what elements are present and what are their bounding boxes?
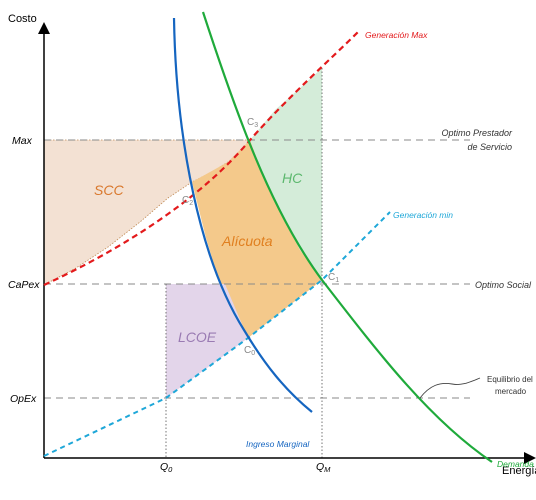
- qm-tick-label: QM: [316, 461, 331, 474]
- alicuota-label: Alícuota: [221, 233, 273, 249]
- opex-tick-label: OpEx: [10, 393, 37, 405]
- ingreso-marginal-label: Ingreso Marginal: [246, 439, 310, 449]
- generacion-max-label: Generación Max: [365, 30, 428, 40]
- capex-tick-label: CaPex: [8, 279, 40, 291]
- scc-label: SCC: [94, 182, 124, 198]
- y-axis-label: Costo: [8, 13, 37, 25]
- optimo-prestador-label-1: Optimo Prestador: [441, 128, 513, 138]
- hc-label: HC: [282, 170, 303, 186]
- ingreso-marginal-curve: [172, 17, 313, 413]
- q0-tick-label: Q0: [160, 461, 173, 474]
- equilibrio-leader: [419, 377, 481, 399]
- c1-label: C1: [328, 272, 339, 284]
- lcoe-label: LCOE: [178, 329, 217, 345]
- generacion-min-label: Generación min: [393, 210, 453, 220]
- c0-label: C0: [244, 345, 255, 357]
- c3-label: C3: [247, 117, 258, 129]
- optimo-prestador-label-2: de Servicio: [467, 142, 512, 152]
- demanda-label: Demanda: [497, 459, 534, 469]
- lcoe-region: [166, 284, 248, 398]
- demanda-curve: [201, 11, 493, 463]
- equilibrio-label-2: mercado: [495, 387, 527, 396]
- x-axis-label: Energía: [502, 465, 536, 477]
- c2-label: C2: [182, 195, 193, 207]
- equilibrio-label-1: Equilibrio del: [487, 375, 533, 384]
- max-tick-label: Max: [12, 135, 33, 147]
- generacion-max-curve: [43, 29, 361, 286]
- optimo-social-label: Optimo Social: [475, 280, 532, 290]
- hc-region: [250, 68, 322, 280]
